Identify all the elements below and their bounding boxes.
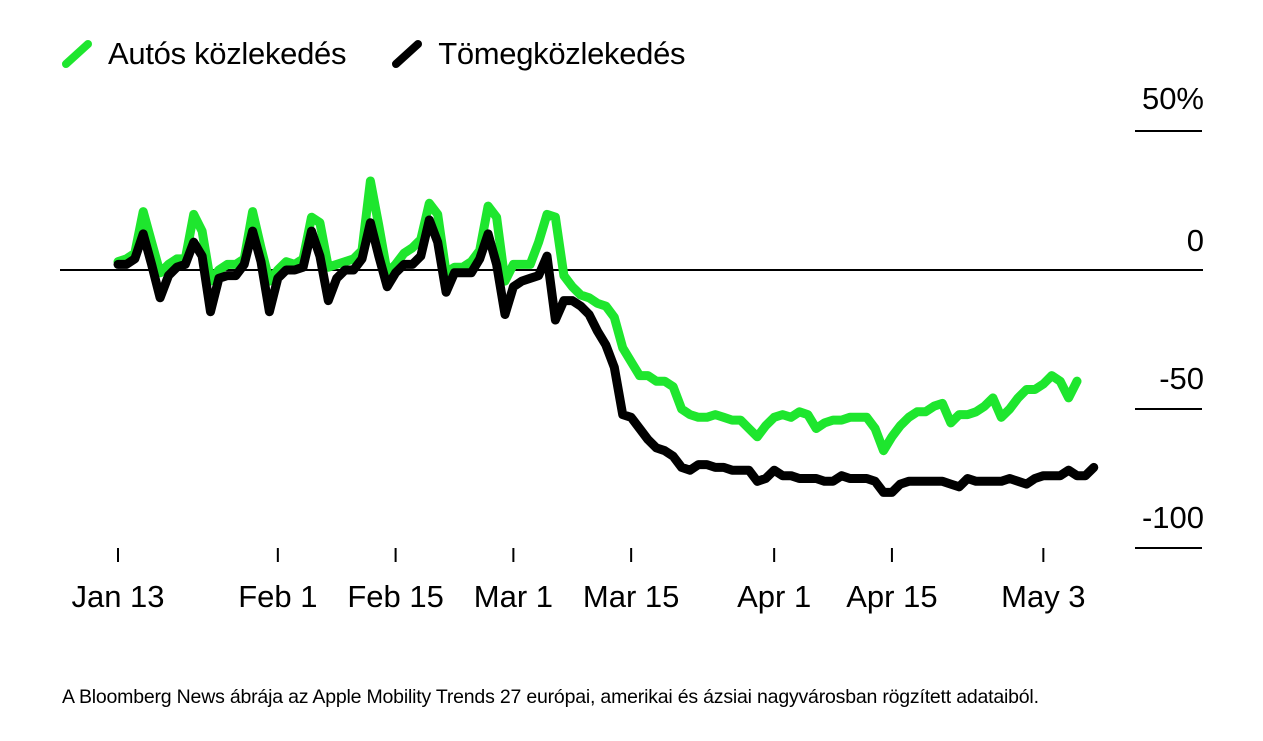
- y-tick-label: -50: [1159, 361, 1204, 396]
- x-tick-label: Feb 1: [238, 579, 317, 614]
- y-tick-label: -100: [1142, 500, 1204, 535]
- legend-label-car: Autós közlekedés: [108, 36, 347, 71]
- legend-item-transit: Tömegközlekedés: [390, 36, 686, 72]
- legend: Autós közlekedés Tömegközlekedés: [60, 36, 729, 72]
- series-line-transit: [113, 215, 1099, 497]
- y-tick-label: 50%: [1142, 81, 1204, 116]
- series-line-car: [113, 176, 1082, 456]
- x-tick-label: Apr 15: [846, 579, 937, 614]
- legend-swatch-car-icon: [62, 40, 92, 68]
- x-tick-label: Feb 15: [347, 579, 444, 614]
- legend-label-transit: Tömegközlekedés: [438, 36, 686, 71]
- legend-swatch-transit-icon: [392, 40, 423, 68]
- x-tick-label: Mar 1: [474, 579, 553, 614]
- x-tick-label: Mar 15: [583, 579, 679, 614]
- chart-caption: A Bloomberg News ábrája az Apple Mobilit…: [62, 686, 1039, 708]
- legend-item-car: Autós közlekedés: [60, 36, 346, 72]
- x-tick-label: May 3: [1001, 579, 1085, 614]
- x-tick-label: Apr 1: [737, 579, 811, 614]
- x-tick-label: Jan 13: [71, 579, 164, 614]
- y-tick-label: 0: [1187, 223, 1204, 258]
